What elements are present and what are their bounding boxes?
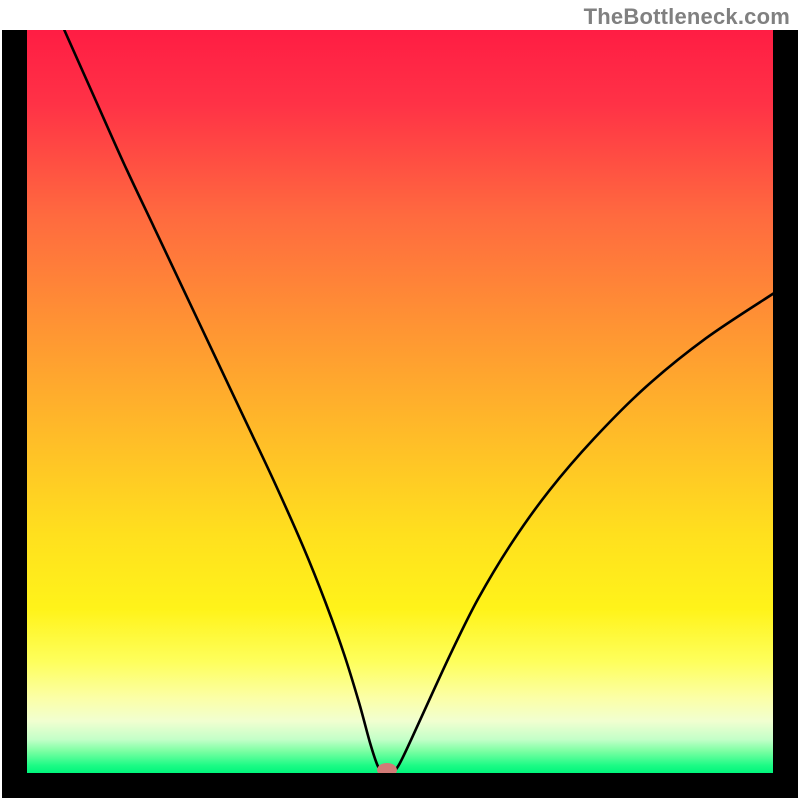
chart-canvas: TheBottleneck.com <box>0 0 800 800</box>
plot-frame <box>2 30 798 798</box>
optimal-point-marker <box>377 763 397 777</box>
bottleneck-curve <box>27 30 773 773</box>
watermark-text: TheBottleneck.com <box>584 4 790 30</box>
